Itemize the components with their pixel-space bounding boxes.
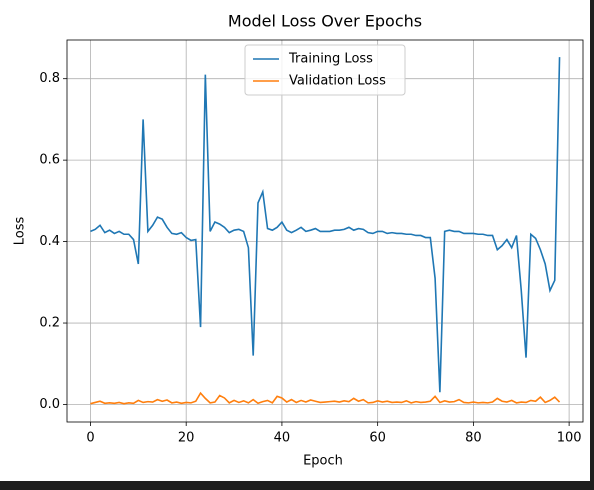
y-tick-label: 0.6 xyxy=(39,153,60,168)
line-series xyxy=(90,391,561,405)
x-tick-label: 40 xyxy=(274,431,291,446)
legend-box xyxy=(244,44,406,96)
y-tick-label: 0.2 xyxy=(39,316,60,331)
x-tick-label: 60 xyxy=(369,431,386,446)
y-tick-label: 0.0 xyxy=(39,397,60,412)
x-axis-label: Epoch xyxy=(303,454,343,469)
x-tick-label: 100 xyxy=(557,431,582,446)
line-series xyxy=(90,57,561,393)
y-tick-label: 0.8 xyxy=(39,71,60,86)
x-tick-label: 0 xyxy=(86,431,94,446)
chart-title: Model Loss Over Epochs xyxy=(228,12,422,31)
x-tick-label: 20 xyxy=(178,431,195,446)
y-axis-label: Loss xyxy=(13,217,28,246)
y-tick-label: 0.4 xyxy=(39,234,60,249)
x-tick-label: 80 xyxy=(465,431,482,446)
legend-label: Training Loss xyxy=(288,52,373,67)
plot-frame xyxy=(66,39,584,423)
legend-label: Validation Loss xyxy=(289,74,386,89)
